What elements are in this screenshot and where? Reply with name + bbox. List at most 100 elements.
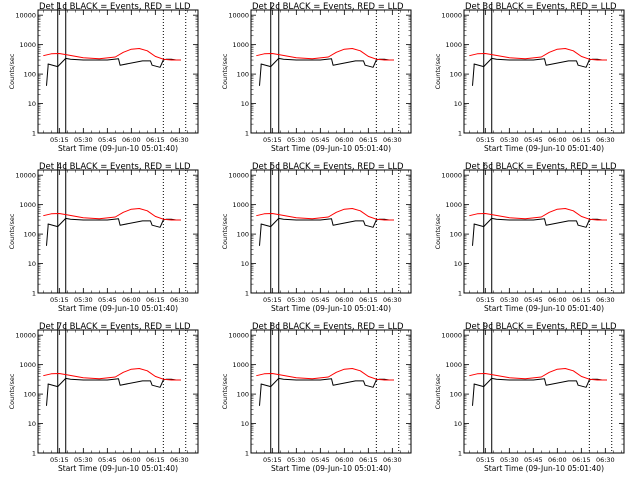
y-tick-label: 10 (454, 420, 462, 428)
y-axis-label: Counts/sec (434, 53, 442, 89)
y-tick-label: 10000 (228, 331, 249, 339)
x-tick-label: 06:00 (335, 136, 354, 144)
series-line-events (46, 377, 181, 406)
x-tick-label: 06:00 (548, 296, 567, 304)
x-tick-label: 06:30 (596, 296, 615, 304)
y-tick-label: 1000 (19, 361, 36, 369)
detector-panel: Det 8c BLACK = Events, RED = LLD 1 10 100 10… (221, 322, 412, 473)
x-tick-label: 05:15 (476, 456, 495, 464)
y-tick-label: 10000 (15, 11, 36, 19)
y-tick-label: 10 (241, 260, 249, 268)
x-tick-label: 05:30 (74, 296, 93, 304)
y-axis-label: Counts/sec (8, 373, 16, 409)
x-tick-label: 05:15 (263, 456, 282, 464)
y-axis-label: Counts/sec (434, 213, 442, 249)
x-tick-label: 06:15 (572, 296, 591, 304)
series-line-lld (256, 208, 394, 221)
y-tick-label: 1000 (445, 41, 462, 49)
plot-frame (37, 329, 199, 454)
y-tick-label: 1 (458, 289, 462, 297)
series-line-lld (256, 48, 394, 61)
series-line-lld (43, 208, 181, 221)
detector-panel: Det 4c BLACK = Events, RED = LLD 1 10 100 10… (8, 162, 199, 313)
y-tick-label: 10 (28, 420, 36, 428)
panel-title: Det 1c BLACK = Events, RED = LLD (39, 2, 191, 12)
plot-frame (463, 169, 625, 294)
y-axis-label: Counts/sec (221, 373, 229, 409)
detector-panel: Det 2c BLACK = Events, RED = LLD 1 10 100 10… (221, 2, 412, 153)
x-tick-label: 05:45 (98, 136, 117, 144)
x-axis-label: Start Time (09-Jun-10 05:01:40) (271, 464, 391, 473)
series-line-lld (43, 48, 181, 61)
panel-title: Det 6c BLACK = Events, RED = LLD (465, 162, 617, 172)
detector-panel: Det 9c BLACK = Events, RED = LLD 1 10 100 10… (434, 322, 625, 473)
y-tick-label: 1000 (232, 361, 249, 369)
x-tick-label: 06:15 (146, 456, 165, 464)
x-tick-label: 05:30 (500, 136, 519, 144)
x-tick-label: 05:15 (50, 296, 69, 304)
y-tick-label: 1 (458, 129, 462, 137)
y-tick-label: 10 (241, 420, 249, 428)
series-line-events (259, 57, 394, 86)
series-line-events (472, 57, 607, 86)
y-axis-label: Counts/sec (221, 213, 229, 249)
x-tick-label: 06:15 (359, 456, 378, 464)
x-tick-label: 06:15 (572, 456, 591, 464)
y-tick-label: 10 (454, 100, 462, 108)
x-tick-label: 05:30 (287, 136, 306, 144)
x-tick-label: 06:15 (146, 136, 165, 144)
x-tick-label: 06:00 (122, 136, 141, 144)
panel-title: Det 7c BLACK = Events, RED = LLD (39, 322, 191, 332)
x-axis-label: Start Time (09-Jun-10 05:01:40) (58, 304, 178, 313)
y-tick-label: 100 (450, 70, 462, 78)
x-tick-label: 06:00 (122, 456, 141, 464)
x-tick-label: 05:45 (98, 296, 117, 304)
plot-frame (250, 329, 412, 454)
y-tick-label: 10 (28, 100, 36, 108)
x-tick-label: 06:00 (335, 296, 354, 304)
x-tick-label: 06:30 (383, 296, 402, 304)
y-tick-label: 10000 (15, 331, 36, 339)
x-axis-label: Start Time (09-Jun-10 05:01:40) (484, 304, 604, 313)
y-tick-label: 100 (24, 230, 36, 238)
x-tick-label: 05:45 (524, 296, 543, 304)
y-tick-label: 1000 (445, 201, 462, 209)
x-tick-label: 05:45 (311, 456, 330, 464)
x-tick-label: 05:45 (98, 456, 117, 464)
x-tick-label: 06:30 (596, 136, 615, 144)
x-tick-label: 05:30 (500, 296, 519, 304)
detector-panel: Det 1c BLACK = Events, RED = LLD 1 10 100 10… (8, 2, 199, 153)
y-tick-label: 10000 (441, 11, 462, 19)
x-tick-label: 06:00 (122, 296, 141, 304)
x-tick-label: 05:15 (263, 296, 282, 304)
x-tick-label: 06:00 (548, 456, 567, 464)
x-tick-label: 05:30 (287, 296, 306, 304)
x-tick-label: 06:30 (170, 456, 189, 464)
y-tick-label: 100 (450, 230, 462, 238)
y-tick-label: 10000 (441, 331, 462, 339)
y-tick-label: 10000 (441, 171, 462, 179)
y-tick-label: 1 (245, 289, 249, 297)
x-axis-label: Start Time (09-Jun-10 05:01:40) (484, 144, 604, 153)
x-tick-label: 05:15 (263, 136, 282, 144)
series-line-events (46, 217, 181, 246)
plot-frame (250, 9, 412, 134)
y-tick-label: 1 (32, 289, 36, 297)
y-tick-label: 1000 (19, 201, 36, 209)
plot-frame (463, 329, 625, 454)
x-tick-label: 05:15 (476, 296, 495, 304)
y-tick-label: 1000 (232, 201, 249, 209)
x-axis-label: Start Time (09-Jun-10 05:01:40) (58, 144, 178, 153)
y-tick-label: 100 (237, 70, 249, 78)
panel-title: Det 8c BLACK = Events, RED = LLD (252, 322, 404, 332)
y-tick-label: 100 (24, 70, 36, 78)
x-tick-label: 05:45 (311, 296, 330, 304)
y-axis-label: Counts/sec (221, 53, 229, 89)
series-line-lld (43, 368, 181, 381)
plot-frame (463, 9, 625, 134)
y-tick-label: 1000 (232, 41, 249, 49)
y-axis-label: Counts/sec (8, 53, 16, 89)
x-tick-label: 06:15 (359, 296, 378, 304)
series-line-lld (469, 48, 607, 61)
